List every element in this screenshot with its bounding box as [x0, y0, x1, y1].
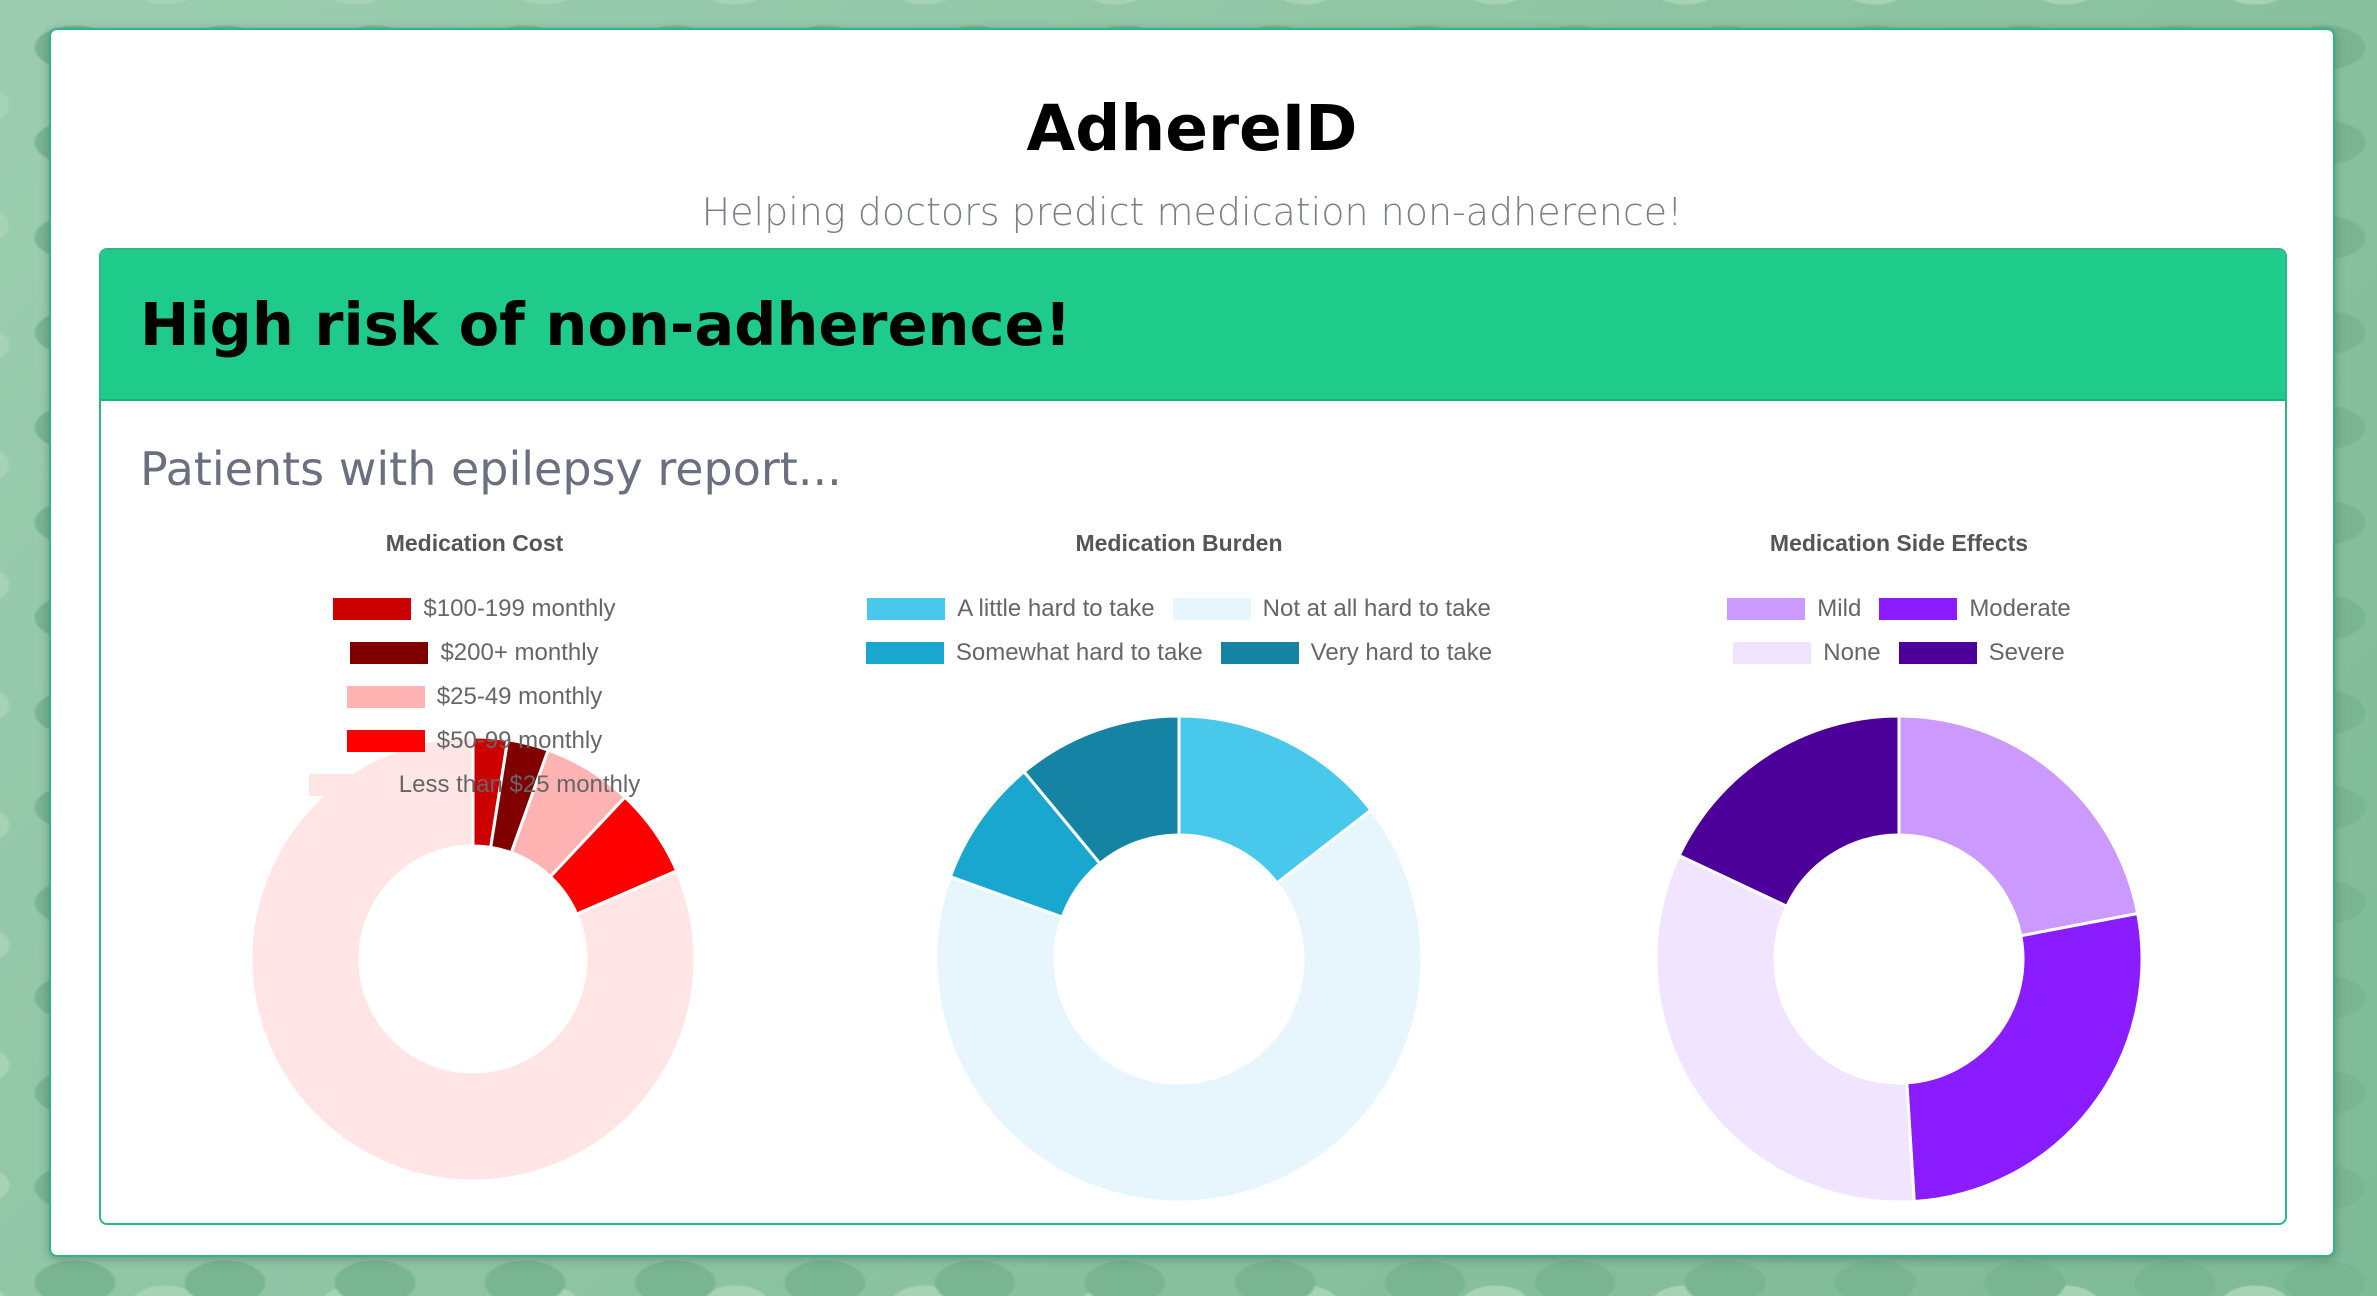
- legend-item-200-monthly[interactable]: $200+ monthly: [350, 638, 599, 668]
- chart-title: Medication Cost: [385, 530, 564, 556]
- legend-label: $25-49 monthly: [436, 683, 603, 710]
- legend-swatch: [346, 730, 425, 752]
- donut-medication-burden: [934, 714, 1424, 1204]
- legend-item-a-little-hard-to-take[interactable]: A little hard to take: [867, 594, 1155, 624]
- legend-item-very-hard-to-take[interactable]: Very hard to take: [1220, 638, 1493, 668]
- legend-label: Very hard to take: [1310, 639, 1493, 666]
- legend-item-somewhat-hard-to-take[interactable]: Somewhat hard to take: [865, 638, 1203, 668]
- legend-item-25-49-monthly[interactable]: $25-49 monthly: [346, 682, 603, 712]
- legend-swatch: [1733, 642, 1812, 664]
- legend-label: $50-99 monthly: [436, 727, 603, 754]
- legend-swatch: [1727, 598, 1806, 620]
- legend-swatch: [308, 774, 387, 796]
- legend-item-not-at-all-hard-to-take[interactable]: Not at all hard to take: [1172, 594, 1491, 624]
- donut-medication-cost: [249, 735, 697, 1183]
- legend-item-moderate[interactable]: Moderate: [1879, 594, 2071, 624]
- legend-label: None: [1823, 639, 1881, 666]
- legend-item-severe[interactable]: Severe: [1898, 638, 2065, 668]
- legend-swatch: [1220, 642, 1299, 664]
- legend-item-100-199-monthly[interactable]: $100-199 monthly: [333, 594, 616, 624]
- legend-item-50-99-monthly[interactable]: $50-99 monthly: [346, 726, 603, 756]
- legend-label: Less than $25 monthly: [398, 771, 641, 798]
- donut-medication-side-effects: [1654, 714, 2144, 1204]
- legend-item-none[interactable]: None: [1733, 638, 1881, 668]
- legend-label: A little hard to take: [957, 595, 1155, 622]
- chart-medication-cost: Medication Cost $100-199 monthly $200+ mo…: [101, 250, 848, 1223]
- legend-label: Somewhat hard to take: [955, 639, 1203, 666]
- legend-label: Not at all hard to take: [1262, 595, 1491, 622]
- result-panel: High risk of non-adherence! Patients wit…: [99, 248, 2287, 1225]
- chart-legend: $100-199 monthly $200+ monthly $25-49 mont…: [101, 594, 848, 800]
- legend-swatch: [1879, 598, 1958, 620]
- lead-text: Patients with epilepsy report...: [140, 442, 842, 496]
- slice-none[interactable]: [1654, 853, 1916, 1204]
- legend-label: $200+ monthly: [440, 639, 599, 666]
- legend-label: $100-199 monthly: [423, 595, 616, 622]
- slice-very-hard-to-take[interactable]: [1021, 714, 1181, 866]
- result-header: High risk of non-adherence!: [101, 250, 2285, 401]
- app-title: AdhereID: [1026, 92, 1358, 165]
- legend-label: Moderate: [1969, 595, 2071, 622]
- legend-swatch: [1898, 642, 1977, 664]
- legend-item-less-than-25-monthly[interactable]: Less than $25 monthly: [308, 770, 641, 800]
- legend-swatch: [865, 642, 944, 664]
- slice-mild[interactable]: [1897, 714, 2140, 938]
- main-card: AdhereID Helping doctors predict medicat…: [49, 28, 2335, 1257]
- chart-legend: A little hard to take Not at all hard to …: [819, 594, 1539, 668]
- chart-medication-side-effects: Medication Side Effects Mild Moderate None…: [1539, 250, 2259, 1223]
- slice-severe[interactable]: [1677, 714, 1901, 909]
- app-subtitle: Helping doctors predict medication non-a…: [701, 190, 1683, 234]
- chart-medication-burden: Medication Burden A little hard to take N…: [819, 250, 1539, 1223]
- slice-a-little-hard-to-take[interactable]: [1177, 714, 1374, 886]
- legend-swatch: [1172, 598, 1251, 620]
- legend-swatch: [333, 598, 412, 620]
- slice-moderate[interactable]: [1905, 911, 2144, 1204]
- legend-swatch: [350, 642, 429, 664]
- legend-swatch: [867, 598, 946, 620]
- legend-label: Mild: [1817, 595, 1862, 622]
- legend-item-mild[interactable]: Mild: [1727, 594, 1861, 624]
- legend-swatch: [346, 686, 425, 708]
- chart-title: Medication Burden: [1075, 530, 1283, 556]
- chart-title: Medication Side Effects: [1769, 530, 2029, 556]
- legend-label: Severe: [1988, 639, 2065, 666]
- slice-not-at-all-hard-to-take[interactable]: [934, 807, 1424, 1204]
- chart-legend: Mild Moderate None Severe: [1539, 594, 2259, 668]
- risk-heading: High risk of non-adherence!: [140, 290, 1072, 359]
